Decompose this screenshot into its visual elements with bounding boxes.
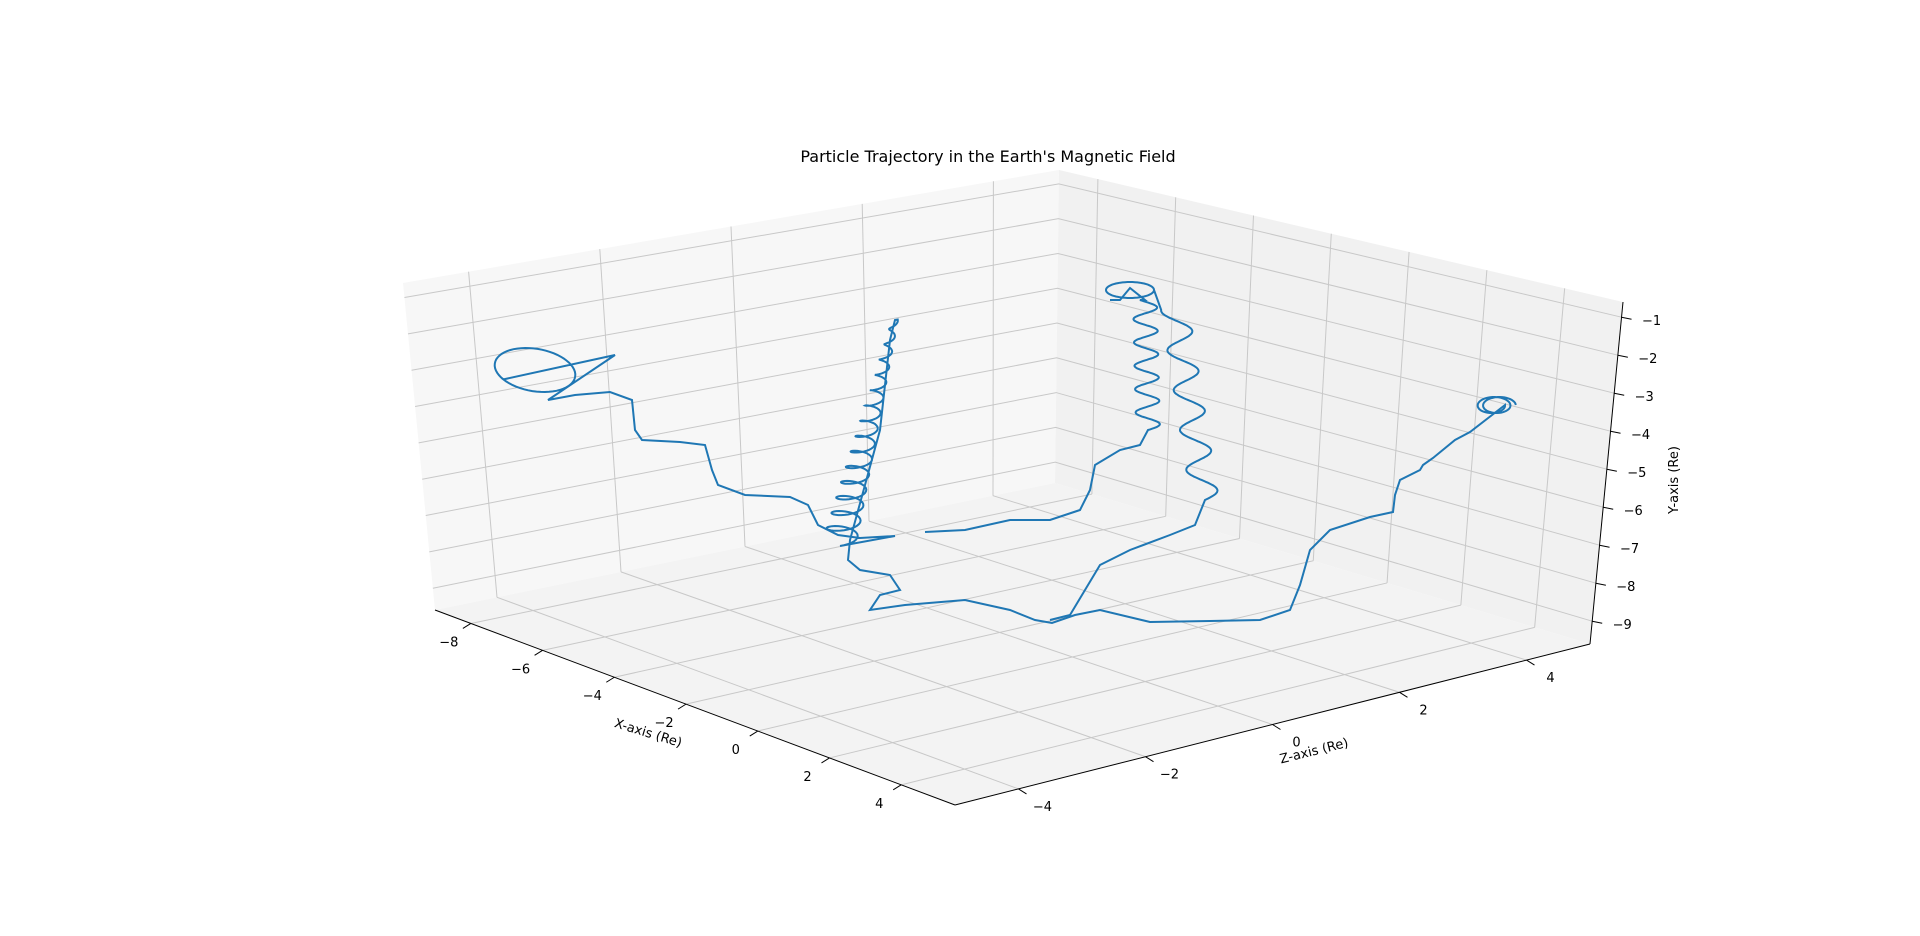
x-tick-mark xyxy=(606,676,615,683)
y-gridline xyxy=(432,461,1593,622)
x-tick-mark xyxy=(821,757,830,764)
y-gridline xyxy=(414,287,1611,432)
left-pane xyxy=(403,170,1059,610)
grid-lines xyxy=(404,179,1622,790)
x-tick-mark xyxy=(462,623,472,629)
x-tick-label: −6 xyxy=(511,662,530,677)
x-tick-mark xyxy=(677,703,687,710)
y-axis-title: Y-axis (Re) xyxy=(1667,446,1682,515)
x-tick-mark xyxy=(749,730,759,737)
y-gridline xyxy=(422,357,1604,508)
y-tick-mark xyxy=(1592,620,1603,624)
z-tick-mark xyxy=(1145,756,1154,763)
x-tick-mark xyxy=(892,784,902,791)
z-gridline-floor xyxy=(620,571,1146,758)
x-tick-mark xyxy=(534,649,543,656)
x-gridline-back xyxy=(1238,215,1254,539)
y-tick-label: −5 xyxy=(1627,466,1646,481)
x-tick-label: 2 xyxy=(803,770,811,785)
z-tick-mark xyxy=(1399,691,1408,698)
y-tick-label: −3 xyxy=(1635,390,1654,405)
y-tick-mark xyxy=(1606,468,1617,472)
y-gridline xyxy=(404,183,1622,318)
x-tick-label: −8 xyxy=(439,635,458,650)
z-tick-label: 4 xyxy=(1546,671,1554,686)
x-tick-label: −4 xyxy=(583,689,602,704)
trajectory-line xyxy=(924,286,1161,533)
x-gridline-back xyxy=(1386,251,1410,583)
y-gridline xyxy=(429,426,1597,584)
x-gridline-back xyxy=(1165,197,1177,517)
y-tick-mark xyxy=(1621,316,1632,320)
trajectory-series xyxy=(493,281,1517,625)
z-gridline-floor xyxy=(744,546,1273,725)
trajectory-line xyxy=(493,318,1517,625)
y-tick-label: −9 xyxy=(1613,618,1632,633)
z-tick-label: −4 xyxy=(1033,800,1052,815)
y-axis-line xyxy=(1589,301,1624,645)
y-tick-mark xyxy=(1599,544,1610,548)
x-tick-label: −2 xyxy=(654,716,673,731)
chart-title: Particle Trajectory in the Earth's Magne… xyxy=(800,147,1175,166)
y-tick-label: −8 xyxy=(1616,580,1635,595)
y-tick-label: −4 xyxy=(1631,428,1650,443)
z-tick-label: 2 xyxy=(1419,703,1427,718)
y-tick-label: −1 xyxy=(1642,314,1661,329)
z-gridline-left xyxy=(599,249,622,572)
z-gridline-floor xyxy=(868,520,1400,693)
x-tick-label: 4 xyxy=(875,797,883,812)
x-gridline-back xyxy=(1091,179,1099,495)
tick-labels: −8 −6 −4 −2 0 2 4 −4 −2 0 2 4 −1 −2 −3 −4 −5 −6 −7 −8 −9 xyxy=(439,314,1661,815)
y-tick-mark xyxy=(1610,430,1621,434)
y-tick-label: −2 xyxy=(1638,352,1657,367)
x-tick-label: 0 xyxy=(732,743,740,758)
z-gridline-floor xyxy=(992,495,1527,661)
y-tick-mark xyxy=(1614,392,1625,396)
y-gridline xyxy=(411,252,1615,394)
x-gridline-back xyxy=(1534,288,1566,628)
y-tick-mark xyxy=(1595,582,1606,586)
z-tick-mark xyxy=(1272,724,1281,730)
z-gridline-floor xyxy=(496,596,1019,790)
y-gridline xyxy=(407,218,1618,356)
z-tick-mark xyxy=(1018,788,1027,795)
x-gridline-back xyxy=(1460,270,1488,606)
z-tick-mark xyxy=(1526,659,1535,666)
z-gridline-left xyxy=(468,271,498,598)
z-tick-label: 0 xyxy=(1292,736,1300,751)
z-tick-label: −2 xyxy=(1160,768,1179,783)
y-tick-label: −6 xyxy=(1624,504,1643,519)
x-gridline-back xyxy=(1312,233,1332,561)
y-tick-mark xyxy=(1617,354,1628,358)
trajectory-line xyxy=(1049,281,1219,621)
x-axis-line xyxy=(434,609,956,806)
z-axis-title: Z-axis (Re) xyxy=(1278,736,1350,768)
z-gridline-left xyxy=(861,203,870,522)
y-gridline xyxy=(425,392,1600,546)
y-tick-mark xyxy=(1603,506,1614,510)
y-tick-label: −7 xyxy=(1620,542,1639,557)
